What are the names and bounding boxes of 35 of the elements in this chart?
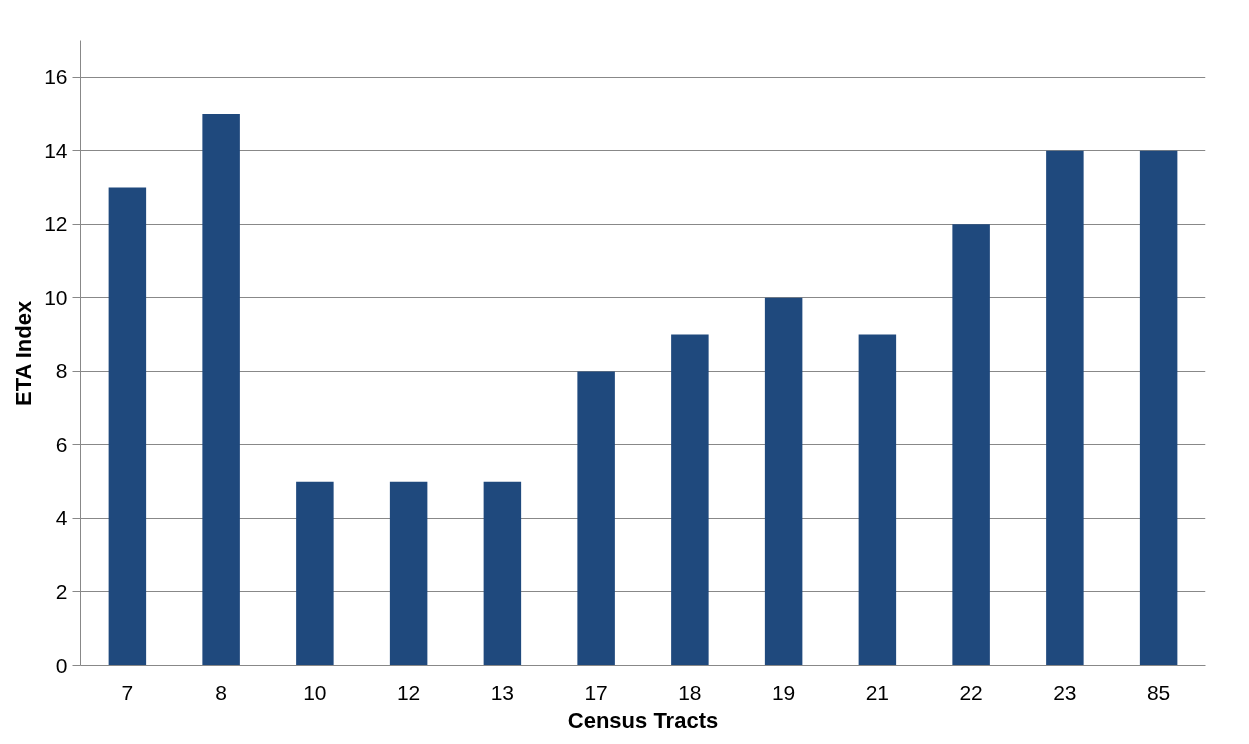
y-tick-label: 14 [44, 138, 68, 162]
x-tick-label: 23 [1053, 680, 1077, 704]
bar [1139, 150, 1178, 666]
bar [858, 334, 897, 666]
x-tick-label: 7 [121, 680, 134, 704]
y-tick-label: 6 [55, 432, 68, 456]
y-tick-label: 10 [44, 285, 68, 309]
x-tick-label: 85 [1146, 680, 1171, 704]
bar [952, 224, 990, 666]
y-axis-title: ETA Index [11, 300, 37, 406]
y-tick-label: 2 [55, 579, 68, 603]
x-tick-label: 8 [215, 680, 227, 704]
bar [389, 481, 428, 666]
bar [108, 187, 147, 666]
y-tick-label: 16 [44, 65, 68, 89]
x-tick-label: 12 [396, 680, 421, 704]
bar [1046, 150, 1084, 666]
bar [577, 371, 615, 666]
x-tick-label: 17 [584, 680, 608, 704]
bar [296, 481, 334, 666]
x-tick-label: 19 [771, 680, 796, 704]
y-tick-label: 0 [55, 653, 68, 677]
x-tick-label: 10 [303, 680, 327, 704]
y-tick-label: 4 [55, 506, 68, 530]
x-tick-label: 18 [678, 680, 702, 704]
bar [671, 334, 709, 666]
bar [202, 114, 240, 666]
x-tick-label: 13 [490, 680, 515, 704]
bar [764, 297, 803, 666]
y-tick-label: 12 [44, 212, 68, 236]
x-axis-title: Census Tracts [567, 707, 719, 733]
x-tick-label: 21 [865, 680, 890, 704]
x-tick-label: 22 [959, 680, 983, 704]
y-tick-label: 8 [55, 359, 68, 383]
bar [483, 481, 522, 666]
